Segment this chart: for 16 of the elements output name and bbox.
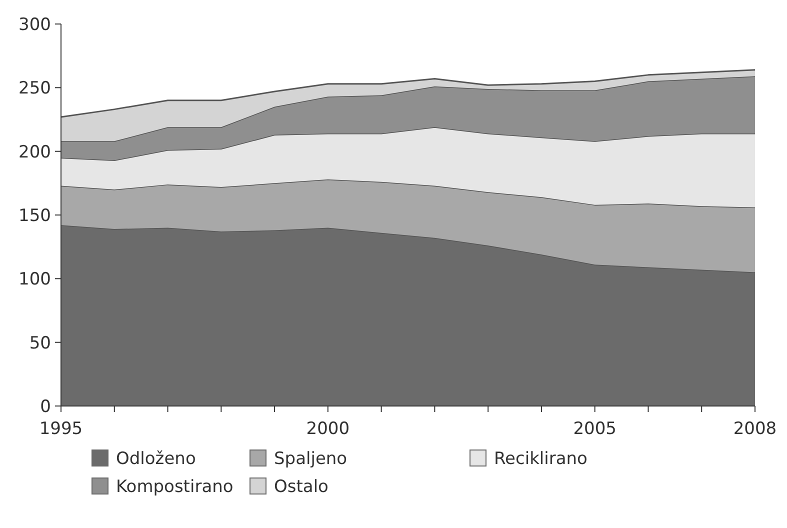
x-tick-label: 1995	[39, 419, 83, 439]
legend-label: Spaljeno	[274, 448, 348, 469]
y-tick-label: 0	[40, 396, 51, 417]
y-tick-label: 100	[18, 270, 51, 290]
x-tick-label: 2005	[573, 419, 616, 439]
legend-label: Ostalo	[274, 476, 328, 497]
y-tick-label: 200	[18, 142, 51, 162]
y-tick-label: 150	[18, 206, 51, 226]
y-tick-label: 300	[18, 14, 51, 35]
x-tick-label: 2000	[306, 419, 350, 439]
y-tick-label: 250	[18, 78, 51, 99]
legend-label: Kompostirano	[116, 476, 234, 497]
x-tick-label: 2008	[733, 419, 777, 439]
legend-label: Reciklirano	[494, 448, 588, 469]
y-tick-label: 50	[29, 333, 51, 354]
legend-label: Odloženo	[116, 448, 196, 469]
